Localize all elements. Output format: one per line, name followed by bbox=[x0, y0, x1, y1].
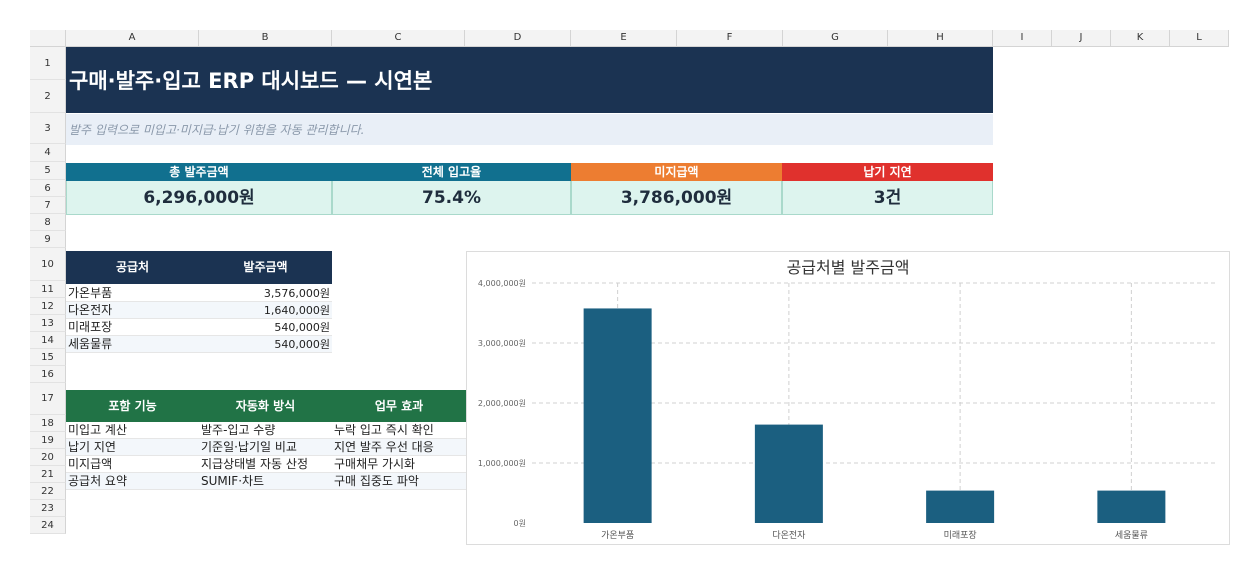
row-header-16[interactable]: 16 bbox=[30, 366, 66, 383]
bar-가온부품 bbox=[583, 308, 652, 523]
kpi-label-unpaid: 미지급액 bbox=[571, 163, 782, 181]
feature-method: SUMIF·차트 bbox=[201, 474, 265, 488]
kpi-value-unpaid[interactable]: 3,786,000원 bbox=[571, 181, 782, 215]
kpi-label-receipt-rate: 전체 입고율 bbox=[332, 163, 571, 181]
chart-title: 공급처별 발주금액 bbox=[787, 258, 910, 277]
y-tick-label: 3,000,000원 bbox=[478, 339, 526, 348]
kpi-value-total-order[interactable]: 6,296,000원 bbox=[66, 181, 332, 215]
feature-function: 납기 지연 bbox=[68, 440, 116, 454]
supplier-name: 가온부품 bbox=[68, 286, 113, 300]
table-row[interactable]: 가온부품 3,576,000원 bbox=[66, 285, 332, 302]
dashboard-subtitle: 발주 입력으로 미입고·미지급·납기 위험을 자동 관리합니다. bbox=[66, 114, 993, 145]
chart-svg: 공급처별 발주금액 0원 1,000,000원 2,000,000원 3,000,000… bbox=[478, 258, 1217, 541]
kpi-value-receipt-rate[interactable]: 75.4% bbox=[332, 181, 571, 215]
column-header-g[interactable]: G bbox=[783, 30, 888, 47]
row-header-1[interactable]: 1 bbox=[30, 47, 66, 80]
feature-effect: 누락 입고 즉시 확인 bbox=[334, 423, 434, 437]
row-header-4[interactable]: 4 bbox=[30, 144, 66, 162]
supplier-header-name[interactable]: 공급처 bbox=[115, 260, 150, 274]
x-tick-label: 가온부품 bbox=[601, 530, 634, 541]
feature-effect: 지연 발주 우선 대응 bbox=[334, 440, 434, 454]
y-tick-label: 1,000,000원 bbox=[478, 459, 526, 468]
row-header-23[interactable]: 23 bbox=[30, 500, 66, 517]
x-tick-label: 세움물류 bbox=[1115, 530, 1148, 541]
feature-function: 미지급액 bbox=[68, 457, 113, 471]
column-header-a[interactable]: A bbox=[66, 30, 199, 47]
kpi-value-delay[interactable]: 3건 bbox=[782, 181, 993, 215]
table-row[interactable]: 미입고 계산 발주-입고 수량 누락 입고 즉시 확인 bbox=[66, 422, 466, 439]
table-row[interactable]: 세움물류 540,000원 bbox=[66, 336, 332, 353]
supplier-header-amount[interactable]: 발주금액 bbox=[243, 260, 288, 274]
feature-function: 미입고 계산 bbox=[68, 423, 128, 437]
supplier-amount: 540,000원 bbox=[274, 338, 330, 351]
row-header-22[interactable]: 22 bbox=[30, 483, 66, 500]
kpi-label-total-order: 총 발주금액 bbox=[66, 163, 332, 181]
x-tick-label: 미래포장 bbox=[944, 530, 977, 541]
supplier-table-header: 공급처 발주금액 bbox=[66, 251, 332, 284]
table-row[interactable]: 다온전자 1,640,000원 bbox=[66, 302, 332, 319]
feature-header-effect[interactable]: 업무 효과 bbox=[374, 399, 424, 413]
column-header-f[interactable]: F bbox=[677, 30, 783, 47]
row-header-12[interactable]: 12 bbox=[30, 298, 66, 315]
row-header-13[interactable]: 13 bbox=[30, 315, 66, 332]
bar-미래포장 bbox=[926, 490, 995, 523]
y-tick-label: 4,000,000원 bbox=[478, 279, 526, 288]
row-header-10[interactable]: 10 bbox=[30, 248, 66, 281]
table-row[interactable]: 미지급액 지급상태별 자동 산정 구매채무 가시화 bbox=[66, 456, 466, 473]
dashboard-title: 구매·발주·입고 ERP 대시보드 — 시연본 bbox=[66, 47, 993, 113]
row-header-3[interactable]: 3 bbox=[30, 113, 66, 144]
y-tick-label: 0원 bbox=[514, 519, 526, 528]
feature-header-method[interactable]: 자동화 방식 bbox=[235, 399, 296, 413]
feature-header-function[interactable]: 포함 기능 bbox=[108, 399, 157, 413]
supplier-order-chart[interactable]: 공급처별 발주금액 0원 1,000,000원 2,000,000원 3,000,000… bbox=[466, 251, 1230, 545]
supplier-amount: 540,000원 bbox=[274, 321, 330, 334]
table-row[interactable]: 납기 지연 기준일·납기일 비교 지연 발주 우선 대응 bbox=[66, 439, 466, 456]
column-header-k[interactable]: K bbox=[1111, 30, 1170, 47]
row-header-18[interactable]: 18 bbox=[30, 415, 66, 432]
column-header-j[interactable]: J bbox=[1052, 30, 1111, 47]
feature-function: 공급처 요약 bbox=[68, 474, 128, 488]
row-header-15[interactable]: 15 bbox=[30, 349, 66, 366]
row-header-6[interactable]: 6 bbox=[30, 180, 66, 197]
table-row[interactable]: 미래포장 540,000원 bbox=[66, 319, 332, 336]
supplier-name: 세움물류 bbox=[68, 337, 113, 351]
row-header-19[interactable]: 19 bbox=[30, 432, 66, 449]
feature-table-header: 포함 기능 자동화 방식 업무 효과 bbox=[66, 390, 466, 422]
row-header-17[interactable]: 17 bbox=[30, 383, 66, 415]
select-all-corner[interactable] bbox=[30, 30, 66, 47]
supplier-name: 미래포장 bbox=[68, 320, 113, 334]
column-header-h[interactable]: H bbox=[888, 30, 993, 47]
row-header-21[interactable]: 21 bbox=[30, 466, 66, 483]
row-header-20[interactable]: 20 bbox=[30, 449, 66, 466]
table-row[interactable]: 공급처 요약 SUMIF·차트 구매 집중도 파악 bbox=[66, 473, 466, 490]
row-header-9[interactable]: 9 bbox=[30, 231, 66, 248]
bar-다온전자 bbox=[754, 424, 823, 523]
supplier-amount: 1,640,000원 bbox=[263, 304, 330, 317]
feature-effect: 구매 집중도 파악 bbox=[334, 474, 419, 488]
column-header-d[interactable]: D bbox=[465, 30, 571, 47]
feature-method: 지급상태별 자동 산정 bbox=[201, 457, 308, 471]
supplier-name: 다온전자 bbox=[68, 303, 113, 317]
row-header-11[interactable]: 11 bbox=[30, 281, 66, 298]
feature-effect: 구매채무 가시화 bbox=[334, 457, 416, 471]
column-header-c[interactable]: C bbox=[332, 30, 465, 47]
row-header-8[interactable]: 8 bbox=[30, 214, 66, 231]
column-header-l[interactable]: L bbox=[1170, 30, 1229, 47]
kpi-label-delay: 납기 지연 bbox=[782, 163, 993, 181]
column-header-i[interactable]: I bbox=[993, 30, 1052, 47]
row-header-2[interactable]: 2 bbox=[30, 80, 66, 113]
row-header-5[interactable]: 5 bbox=[30, 162, 66, 180]
row-header-24[interactable]: 24 bbox=[30, 517, 66, 534]
feature-method: 기준일·납기일 비교 bbox=[201, 440, 297, 454]
row-header-14[interactable]: 14 bbox=[30, 332, 66, 349]
column-header-b[interactable]: B bbox=[199, 30, 332, 47]
x-tick-label: 다온전자 bbox=[772, 530, 806, 541]
bar-세움물류 bbox=[1097, 490, 1166, 523]
feature-method: 발주-입고 수량 bbox=[201, 423, 276, 437]
row-header-7[interactable]: 7 bbox=[30, 197, 66, 214]
supplier-amount: 3,576,000원 bbox=[263, 287, 330, 300]
column-header-e[interactable]: E bbox=[571, 30, 677, 47]
y-tick-label: 2,000,000원 bbox=[478, 399, 526, 408]
